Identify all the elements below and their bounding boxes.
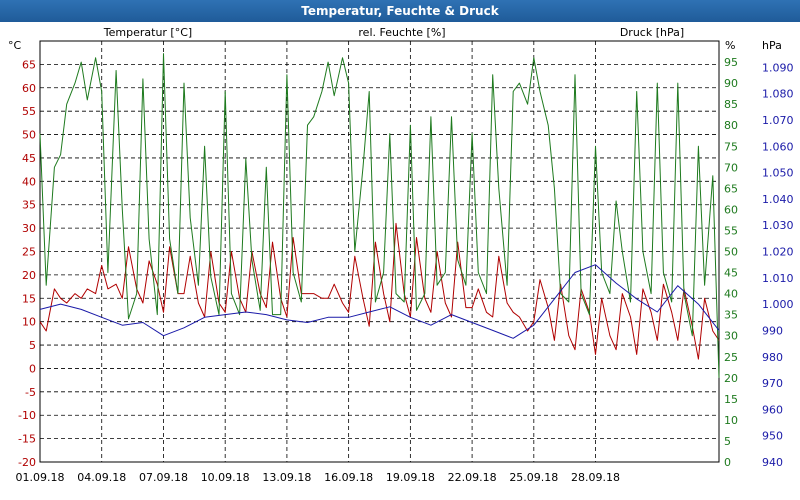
pressure-tick-label: 1.070 (762, 114, 794, 127)
x-tick-label: 10.09.18 (201, 471, 250, 484)
temperature-tick-label: -15 (18, 433, 36, 446)
series-layer (39, 53, 720, 378)
x-tick-label: 28.09.18 (571, 471, 620, 484)
humidity-tick-label: 15 (724, 393, 738, 406)
x-tick-label: 01.09.18 (16, 471, 65, 484)
window-title: Temperatur, Feuchte & Druck (0, 0, 800, 22)
pressure-tick-label: 1.010 (762, 272, 794, 285)
pressure-unit: hPa (762, 39, 782, 52)
series-line-pressure (39, 264, 720, 339)
humidity-tick-label: 90 (724, 77, 738, 90)
pressure-tick-label: 1.080 (762, 88, 794, 101)
pressure-tick-label: 1.060 (762, 140, 794, 153)
temperature-tick-label: 65 (22, 58, 36, 71)
temperature-tick-label: 15 (22, 292, 36, 305)
pressure-tick-label: 1.020 (762, 246, 794, 259)
temperature-tick-label: 30 (22, 222, 36, 235)
x-tick-label: 04.09.18 (77, 471, 126, 484)
humidity-axis-label: rel. Feuchte [%] (358, 26, 445, 39)
pressure-tick-label: 1.030 (762, 219, 794, 232)
humidity-tick-label: 10 (724, 414, 738, 427)
humidity-tick-label: 85 (724, 98, 738, 111)
humidity-tick-label: 35 (724, 309, 738, 322)
x-tick-label: 16.09.18 (324, 471, 373, 484)
humidity-tick-label: 95 (724, 56, 738, 69)
temperature-tick-label: 35 (22, 199, 36, 212)
temperature-tick-label: 25 (22, 246, 36, 259)
temperature-tick-label: -20 (18, 456, 36, 469)
humidity-tick-label: 65 (724, 182, 738, 195)
temperature-tick-label: 45 (22, 152, 36, 165)
series-line-humidity (39, 53, 720, 378)
temperature-tick-label: 60 (22, 82, 36, 95)
humidity-tick-label: 70 (724, 161, 738, 174)
pressure-tick-label: 1.050 (762, 167, 794, 180)
x-tick-label: 25.09.18 (509, 471, 558, 484)
pressure-tick-label: 1.090 (762, 61, 794, 74)
pressure-axis-ticks: 940 950 960 970 980 990 1.000 1.010 1.020 1.030 1.… (762, 61, 794, 469)
humidity-tick-label: 75 (724, 140, 738, 153)
humidity-tick-label: 25 (724, 351, 738, 364)
humidity-tick-label: 40 (724, 288, 738, 301)
temperature-tick-label: 5 (29, 339, 36, 352)
pressure-tick-label: 940 (762, 456, 783, 469)
temperature-tick-label: 55 (22, 105, 36, 118)
pressure-tick-label: 970 (762, 377, 783, 390)
humidity-tick-label: 80 (724, 119, 738, 132)
humidity-unit: % (725, 39, 735, 52)
pressure-tick-label: 1.040 (762, 193, 794, 206)
temperature-tick-label: 20 (22, 269, 36, 282)
temperature-unit: °C (8, 39, 22, 52)
temperature-axis-ticks: -20 -15 -10 -5 0 5 10 15 20 25 30 35 40 45 50 55 60 65 (18, 58, 36, 469)
x-tick-label: 19.09.18 (386, 471, 435, 484)
humidity-tick-label: 50 (724, 246, 738, 259)
humidity-tick-label: 55 (724, 224, 738, 237)
humidity-tick-label: 20 (724, 372, 738, 385)
temperature-tick-label: 40 (22, 175, 36, 188)
temperature-tick-label: 0 (29, 362, 36, 375)
x-axis-ticks: 01.09.18 04.09.18 07.09.18 10.09.18 13.09.18… (16, 471, 621, 484)
pressure-tick-label: 990 (762, 324, 783, 337)
temperature-tick-label: -10 (18, 409, 36, 422)
x-tick-label: 07.09.18 (139, 471, 188, 484)
humidity-tick-label: 30 (724, 330, 738, 343)
pressure-tick-label: 980 (762, 351, 783, 364)
humidity-axis-ticks: 0 5 10 15 20 25 30 35 40 45 50 55 60 65 70 75 80 85 90 95 (724, 56, 738, 469)
pressure-tick-label: 960 (762, 403, 783, 416)
temperature-tick-label: -5 (25, 386, 36, 399)
humidity-tick-label: 0 (724, 456, 731, 469)
pressure-tick-label: 1.000 (762, 298, 794, 311)
temperature-axis-label: Temperatur [°C] (103, 26, 192, 39)
temperature-tick-label: 50 (22, 129, 36, 142)
grid-lines (40, 41, 719, 462)
pressure-axis-label: Druck [hPa] (620, 26, 684, 39)
temperature-tick-label: 10 (22, 316, 36, 329)
humidity-tick-label: 5 (724, 435, 731, 448)
humidity-tick-label: 60 (724, 203, 738, 216)
pressure-tick-label: 950 (762, 430, 783, 443)
humidity-tick-label: 45 (724, 267, 738, 280)
x-tick-label: 13.09.18 (262, 471, 311, 484)
x-tick-label: 22.09.18 (448, 471, 497, 484)
